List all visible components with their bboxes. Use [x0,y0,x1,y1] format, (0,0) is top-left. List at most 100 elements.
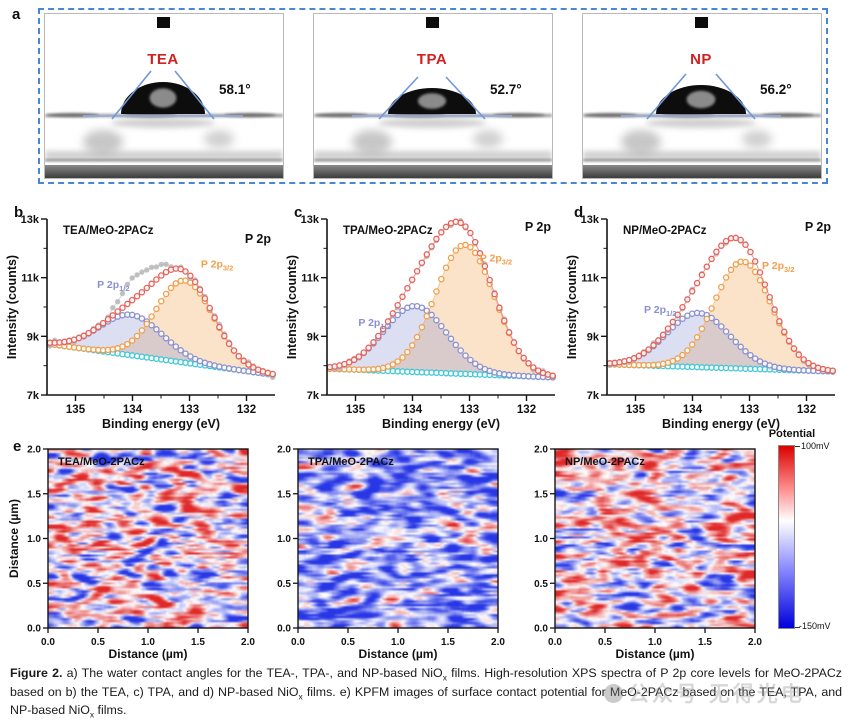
svg-text:0.5: 0.5 [27,579,41,590]
svg-text:9k: 9k [27,331,40,343]
kpfm-title: TPA/MeO-2PACz [308,456,394,468]
svg-text:13k: 13k [301,214,320,226]
svg-text:1.5: 1.5 [534,489,548,500]
xps-svg-xps_tea: 7k 9k 11k 13k 135 134 133 132 TEA/MeO-2PACz P 2p B… [5,214,276,431]
y-axis-title: Intensity (counts) [285,255,299,359]
xps-chart-tea: 7k 9k 11k 13k 135 134 133 132 TEA/MeO-2PACz P 2p B… [5,203,285,440]
svg-text:0.5: 0.5 [341,637,355,648]
xps-title: TEA/MeO-2PACz [63,225,154,237]
svg-text:132: 132 [517,404,536,416]
contact-angle-image-np: NP 56.2° [582,13,822,179]
svg-text:0.5: 0.5 [91,637,105,648]
figure-caption: Figure 2. a) The water contact angles fo… [10,665,842,721]
x-axis-title: Binding energy (eV) [382,417,500,431]
component-legend: P 2p3/2 [201,258,233,272]
xps-title: TPA/MeO-2PACz [343,225,433,237]
y-axis-title: Distance (µm) [8,499,21,578]
tangent-line-left [646,73,687,120]
svg-text:0.5: 0.5 [277,579,291,590]
x-axis-title: Distance (µm) [359,647,438,661]
svg-text:2.0: 2.0 [534,445,548,456]
xps-chart-tpa: 7k 9k 11k 13k 135 134 133 132 TPA/MeO-2PACz P 2p B… [285,203,565,440]
panel-b-letter: b [14,204,24,221]
svg-text:0.0: 0.0 [548,637,562,648]
xps-chart-np: 7k 9k 11k 13k 135 134 133 132 NP/MeO-2PACz P 2p Bi… [565,203,845,440]
tangent-line-left [378,76,419,120]
y-axis-title: Intensity (counts) [5,255,19,359]
dispense-needle [426,17,439,28]
panel-c-letter: c [294,204,303,221]
svg-text:1.5: 1.5 [27,489,41,500]
caption-segment: films. [94,703,127,718]
svg-text:133: 133 [740,404,759,416]
colorbar-title: Potential [768,428,816,440]
kpfm-scan-image [298,449,498,628]
component-legend: P 2p1/2 [644,304,676,318]
contact-angle-value: 52.7° [490,82,522,97]
svg-text:13k: 13k [21,214,40,226]
svg-text:135: 135 [66,404,86,416]
svg-text:2.0: 2.0 [748,637,762,648]
contact-angle-image-tpa: TPA 52.7° [313,13,553,179]
svg-text:133: 133 [460,404,479,416]
colorbar-bottom-tick [795,627,800,628]
potential-colorbar: Potential 100mV -150mV [752,428,850,642]
svg-text:134: 134 [403,404,423,416]
svg-text:11k: 11k [581,273,600,285]
kpfm-scan-image [48,449,248,628]
svg-text:1.0: 1.0 [141,637,155,648]
xps-svg-xps_np: 7k 9k 11k 13k 135 134 133 132 NP/MeO-2PACz P 2p Bi… [565,214,836,431]
svg-text:1.0: 1.0 [391,637,405,648]
kpfm-map-np: 0.0 0.5 1.0 1.5 2.0 0.0 0.5 1.0 1.5 2.0 Distance (… [515,436,765,667]
svg-text:1.0: 1.0 [648,637,662,648]
kpfm-map-tpa: 0.0 0.5 1.0 1.5 2.0 0.0 0.5 1.0 1.5 2.0 Distance (… [258,436,508,667]
svg-text:2.0: 2.0 [27,445,41,456]
colorbar-min-label: -150mV [799,621,831,631]
svg-text:9k: 9k [307,331,320,343]
solvent-label: NP [690,51,712,68]
dispense-needle [695,17,708,28]
caption-segment: Figure 2. [10,666,63,680]
contact-angle-value: 56.2° [760,82,792,97]
svg-text:11k: 11k [21,273,40,285]
svg-text:2.0: 2.0 [241,637,255,648]
y-axis-title: Intensity (counts) [565,255,579,359]
kpfm-svg-kpfm_tpa: 0.0 0.5 1.0 1.5 2.0 0.0 0.5 1.0 1.5 2.0 Distance (… [277,445,505,662]
svg-text:0.0: 0.0 [291,637,305,648]
panel-d-letter: d [574,204,584,221]
caption-segment: x [89,709,95,720]
solvent-label: TEA [147,51,179,68]
svg-text:0.5: 0.5 [534,579,548,590]
svg-text:0.0: 0.0 [41,637,55,648]
svg-text:132: 132 [797,404,816,416]
svg-text:0.0: 0.0 [277,624,291,635]
xps-corner-label: P 2p [245,232,272,246]
svg-text:0.0: 0.0 [27,624,41,635]
svg-text:2.0: 2.0 [277,445,291,456]
panel-a-letter: a [12,6,21,23]
caption-segment: films. High-resolution XPS spectra of P … [10,666,842,699]
kpfm-title: NP/MeO-2PACz [565,456,645,468]
svg-text:133: 133 [180,404,199,416]
contact-angle-panel: TEA 58.1° TPA 52.7° NP 56.2° [38,8,828,184]
svg-text:13k: 13k [581,214,600,226]
component-legend: P 2p3/2 [480,253,512,267]
x-axis-title: Binding energy (eV) [662,417,780,431]
svg-text:1.0: 1.0 [277,534,291,545]
xps-svg-xps_tpa: 7k 9k 11k 13k 135 134 133 132 TPA/MeO-2PACz P 2p B… [285,214,556,431]
svg-text:134: 134 [123,404,143,416]
kpfm-scan-image [555,449,755,628]
svg-text:135: 135 [346,404,366,416]
component-legend: P 2p1/2 [97,279,129,293]
caption-segment: films. e) KPFM images of surface contact… [10,684,842,718]
xps-title: NP/MeO-2PACz [623,225,707,237]
svg-text:1.0: 1.0 [534,534,548,545]
tangent-line-left [111,70,152,120]
x-axis-title: Distance (µm) [616,647,695,661]
contact-angle-image-tea: TEA 58.1° [44,13,284,179]
svg-text:11k: 11k [301,273,320,285]
tangent-line-right [445,76,486,120]
tangent-line-right [174,70,215,120]
xps-corner-label: P 2p [805,220,832,234]
